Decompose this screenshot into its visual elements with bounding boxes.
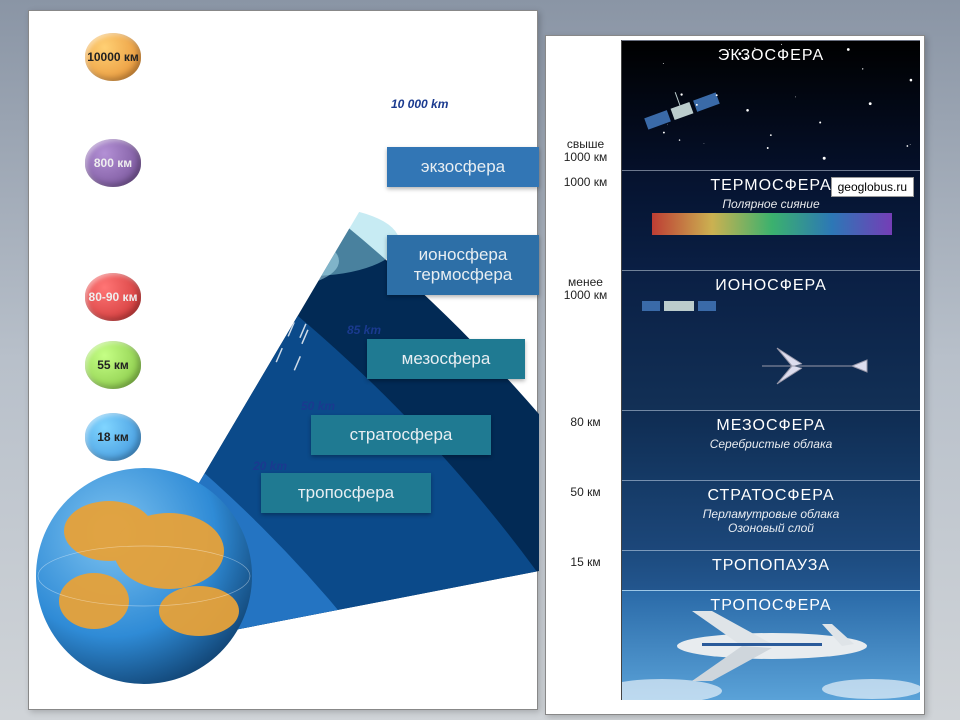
scale-cell: менее 1000 км: [550, 270, 622, 410]
layer-subtitle: Серебристые облака: [622, 435, 920, 451]
layer-title: ИОНОСФЕРА: [622, 271, 920, 295]
layer-title: ТРОПОПАУЗА: [622, 551, 920, 575]
layer-cell: ТЕРМОСФЕРАПолярное сияниеgeoglobus.ru: [622, 170, 920, 270]
watermark: geoglobus.ru: [831, 177, 914, 197]
layer-title: СТРАТОСФЕРА: [622, 481, 920, 505]
layer-cell: ТРОПОСФЕРА: [622, 590, 920, 700]
right-row: 15 кмТРОПОПАУЗА: [550, 550, 920, 590]
right-row: менее 1000 кмИОНОСФЕРА: [550, 270, 920, 410]
scale-text: менее 1000 км: [550, 270, 621, 308]
layer-label: экзосфера: [387, 147, 539, 187]
layer-cell: ИОНОСФЕРА: [622, 270, 920, 410]
layer-label: стратосфера: [311, 415, 491, 455]
right-row: 80 кмМЕЗОСФЕРАСеребристые облака: [550, 410, 920, 480]
layer-label: ионосфера термосфера: [387, 235, 539, 295]
layer-title: ЭКЗОСФЕРА: [622, 41, 920, 65]
km-annotation: 20 km: [253, 459, 287, 473]
right-panel: свыше 1000 км ЭКЗОСФЕРА 1000 кмТЕРМОСФЕРАП…: [545, 35, 925, 715]
km-annotation: 85 km: [347, 323, 381, 337]
layer-title: МЕЗОСФЕРА: [622, 411, 920, 435]
scale-text: 15 км: [550, 550, 621, 575]
scale-cell: 1000 км: [550, 170, 622, 270]
scale-cell: 15 км: [550, 550, 622, 590]
scale-cell: 50 км: [550, 480, 622, 550]
layer-cell: ТРОПОПАУЗА: [622, 550, 920, 590]
altitude-badge: 800 км: [85, 139, 141, 187]
scale-text: 1000 км: [550, 170, 621, 195]
altitude-badge: 10000 км: [85, 33, 141, 81]
altitude-badge: 55 км: [85, 341, 141, 389]
layer-label: мезосфера: [367, 339, 525, 379]
layer-cell: ЭКЗОСФЕРА: [622, 40, 920, 170]
layer-subtitle: Перламутровые облака Озоновый слой: [622, 505, 920, 535]
scale-text: свыше 1000 км: [550, 132, 621, 170]
right-row: 1000 кмТЕРМОСФЕРАПолярное сияниеgeoglobu…: [550, 170, 920, 270]
layer-title: ТРОПОСФЕРА: [622, 591, 920, 615]
left-diagram: 10000 км 800 км 80-90 км 55 км 18 км экзосфер…: [28, 10, 538, 710]
scale-cell: 80 км: [550, 410, 622, 480]
scale-text: 50 км: [550, 480, 621, 505]
layer-label: тропосфера: [261, 473, 431, 513]
layer-subtitle: Полярное сияние: [622, 195, 920, 211]
scale-cell: свыше 1000 км: [550, 40, 622, 170]
scale-text: 80 км: [550, 410, 621, 435]
layer-cell: СТРАТОСФЕРАПерламутровые облака Озоновый…: [622, 480, 920, 550]
layer-cell: МЕЗОСФЕРАСеребристые облака: [622, 410, 920, 480]
right-row: ТРОПОСФЕРА: [550, 590, 920, 700]
right-row: 50 кмСТРАТОСФЕРАПерламутровые облака Озо…: [550, 480, 920, 550]
scale-text: [550, 590, 621, 602]
km-annotation: 50 km: [301, 399, 335, 413]
km-annotation: 10 000 km: [391, 97, 448, 111]
scale-cell: [550, 590, 622, 700]
altitude-badge: 18 км: [85, 413, 141, 461]
right-row: свыше 1000 км ЭКЗОСФЕРА: [550, 40, 920, 170]
altitude-badge: 80-90 км: [85, 273, 141, 321]
